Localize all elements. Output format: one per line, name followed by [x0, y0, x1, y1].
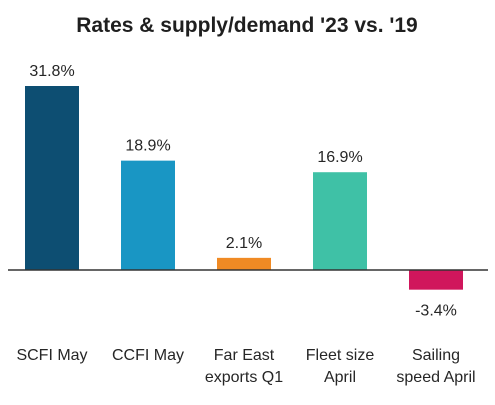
category-label-line: speed April [396, 369, 475, 386]
bar-far-east-exports-q1 [217, 257, 271, 270]
category-label-sailing-speed-april: Sailing speed April [396, 347, 475, 386]
category-label-line: SCFI May [16, 347, 87, 364]
value-label-fleet-size-april: 16.9% [317, 149, 362, 166]
chart-title: Rates & supply/demand '23 vs. '19 [76, 14, 417, 37]
category-label-line: CCFI May [112, 347, 184, 364]
value-label-far-east-exports-q1: 2.1% [226, 235, 262, 252]
bar-sailing-speed-april [409, 270, 463, 290]
value-labels-group: 31.8% 18.9% 2.1% 16.9% -3.4% [29, 63, 457, 320]
bar-fleet-size-april [313, 172, 367, 270]
category-labels-group: SCFI May CCFI May Far East exports Q1 Fleet … [16, 347, 475, 386]
category-label-line: Sailing [412, 347, 460, 364]
bar-ccfi-may [121, 160, 175, 270]
category-label-line: exports Q1 [205, 369, 283, 386]
category-label-line: April [324, 369, 356, 386]
value-label-ccfi-may: 18.9% [125, 138, 170, 155]
category-label-line: Fleet size [306, 347, 375, 364]
category-label-far-east-exports-q1: Far East exports Q1 [205, 347, 283, 386]
category-label-line: Far East [214, 347, 275, 364]
category-label-scfi-may: SCFI May [16, 347, 87, 364]
value-label-sailing-speed-april: -3.4% [415, 303, 457, 320]
bar-scfi-may [25, 86, 79, 270]
category-label-fleet-size-april: Fleet size April [306, 347, 375, 386]
bars-group [25, 86, 463, 290]
value-label-scfi-may: 31.8% [29, 63, 74, 80]
category-label-ccfi-may: CCFI May [112, 347, 184, 364]
